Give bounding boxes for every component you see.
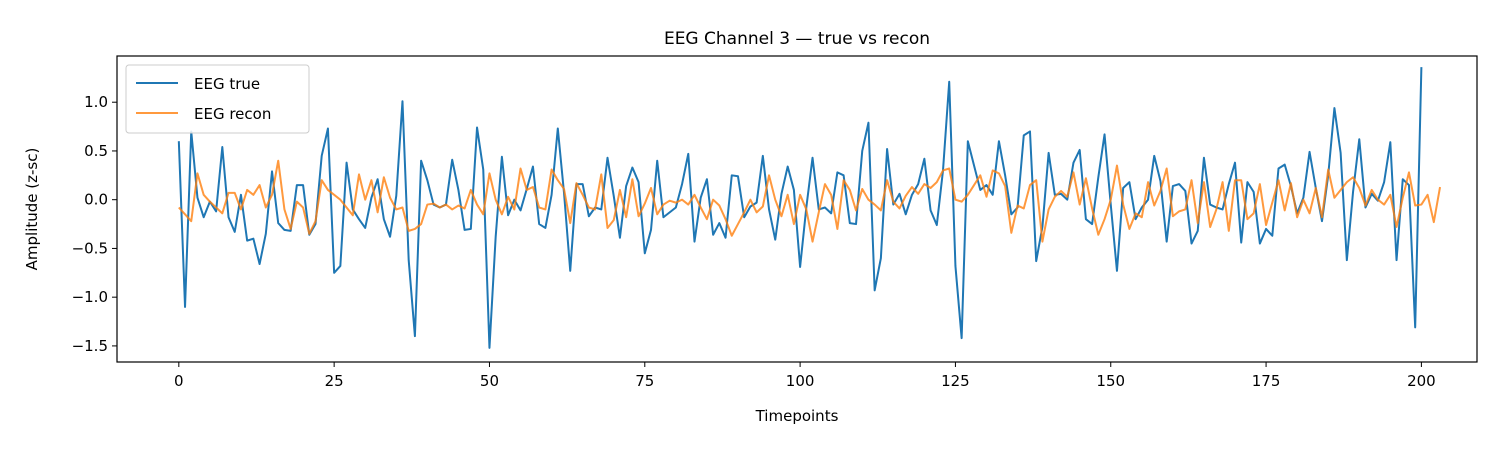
- x-axis-ticks: 0 25 50 75 100 125 150 175 200: [174, 362, 1436, 390]
- x-axis-label: Timepoints: [755, 407, 839, 425]
- y-tick-label: −0.5: [72, 239, 108, 257]
- legend-label-true: EEG true: [194, 75, 260, 93]
- y-tick-label: 1.0: [84, 93, 108, 111]
- x-tick-label: 0: [174, 372, 184, 390]
- series-line-eeg-recon: [178, 159, 1442, 243]
- x-tick-label: 125: [941, 372, 970, 390]
- x-tick-label: 100: [786, 372, 815, 390]
- x-tick-label: 75: [635, 372, 654, 390]
- series-line-eeg-true: [177, 67, 1423, 349]
- x-tick-label: 25: [325, 372, 344, 390]
- chart-title: EEG Channel 3 — true vs recon: [664, 29, 930, 49]
- y-tick-label: 0.0: [84, 191, 108, 209]
- x-tick-label: 200: [1407, 372, 1436, 390]
- legend: EEG true EEG recon: [125, 64, 310, 134]
- y-axis-ticks: −1.5 −1.0 −0.5 0.0 0.5 1.0: [72, 93, 117, 355]
- x-tick-label: 175: [1252, 372, 1281, 390]
- y-tick-label: −1.0: [72, 288, 108, 306]
- legend-label-recon: EEG recon: [194, 105, 271, 123]
- y-tick-label: 0.5: [84, 142, 108, 160]
- series-layer: [177, 67, 1442, 349]
- plot-frame: [116, 55, 1478, 363]
- y-tick-label: −1.5: [72, 337, 108, 355]
- y-axis-label: Amplitude (z-sc): [23, 148, 41, 271]
- x-tick-label: 50: [480, 372, 499, 390]
- x-tick-label: 150: [1096, 372, 1125, 390]
